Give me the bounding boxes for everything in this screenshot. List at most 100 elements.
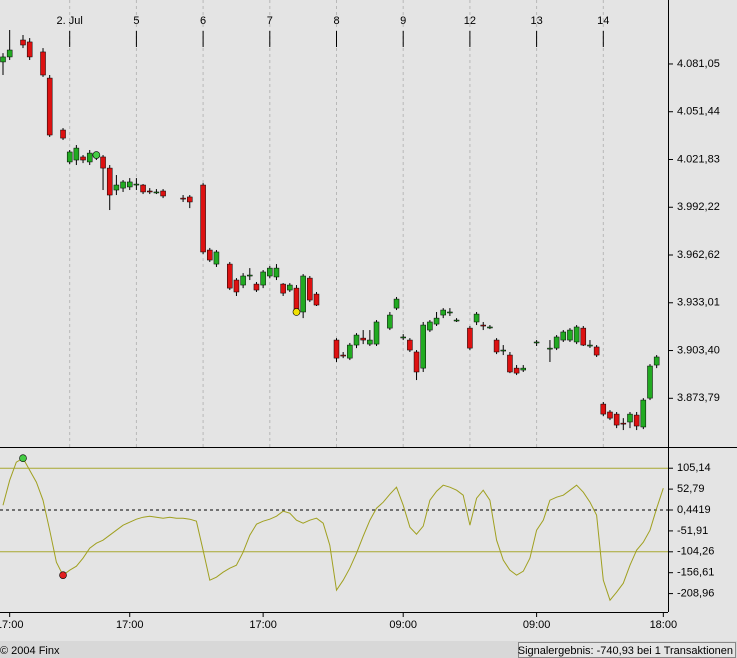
candle-body — [307, 277, 313, 301]
candle-body — [113, 184, 120, 191]
candle-body — [607, 411, 613, 419]
candle-body — [200, 184, 206, 253]
candle-body — [287, 284, 293, 291]
candle-body — [513, 367, 520, 374]
candle-body — [280, 283, 286, 294]
x-tick-label: 09:00 — [523, 619, 551, 631]
candle-body — [453, 319, 460, 322]
candle-body — [233, 279, 240, 293]
candle-body — [60, 129, 66, 139]
candle-body — [253, 283, 260, 291]
candle-body — [133, 183, 140, 186]
candle-body — [160, 190, 166, 197]
y-tick-label: 0,4419 — [677, 504, 711, 516]
y-tick-label: 3.873,79 — [677, 392, 720, 404]
y-tick-label: 4.051,44 — [677, 106, 720, 118]
candle-body — [247, 274, 253, 277]
candle-body — [393, 298, 400, 309]
candle-body — [273, 267, 280, 278]
x-tick-label: 17:00 — [116, 619, 144, 631]
candle-body — [440, 309, 446, 316]
candle-body — [627, 413, 633, 423]
candle-body — [120, 181, 126, 189]
candle-body — [500, 349, 506, 352]
candle-body — [126, 181, 133, 188]
candle-body — [447, 311, 453, 314]
candle-body — [26, 41, 33, 58]
x-tick-label: 9 — [400, 15, 406, 27]
x-tick-label: 13 — [530, 15, 542, 27]
candle-body — [373, 321, 380, 345]
y-tick-label: 3.903,40 — [677, 344, 720, 356]
y-tick-label: -208,96 — [677, 587, 714, 599]
candle-body — [493, 339, 500, 353]
candle-body — [613, 413, 620, 426]
x-tick-label: 6 — [200, 15, 206, 27]
candle-body — [187, 196, 193, 203]
candle-body — [427, 321, 433, 331]
candle-body — [340, 354, 346, 357]
candle-body — [207, 249, 213, 261]
candle-body — [267, 267, 273, 277]
candle-body — [300, 275, 306, 313]
candle-body — [46, 77, 53, 136]
candle-body — [227, 263, 233, 289]
candle-body — [260, 271, 266, 286]
candle-body — [6, 49, 13, 58]
candle-body — [420, 324, 426, 369]
candle-body — [153, 191, 160, 194]
candle-body — [106, 167, 113, 196]
x-tick-label: 09:00 — [389, 619, 417, 631]
candle-body — [487, 326, 493, 329]
candle-body — [180, 197, 186, 200]
candle-body — [400, 336, 406, 339]
oscillator-line — [2, 457, 664, 602]
candle-body — [467, 327, 473, 349]
candle-body — [367, 339, 373, 345]
candle-body — [653, 356, 660, 366]
candle-body — [480, 324, 486, 327]
candle-body — [473, 313, 480, 323]
candle-body — [580, 327, 587, 346]
candle-body — [213, 251, 220, 265]
candle-body — [66, 151, 73, 163]
signal-marker — [19, 454, 27, 462]
x-tick-label: 18:00 — [650, 619, 678, 631]
candle-body — [587, 344, 593, 347]
y-tick-label: 3.962,62 — [677, 249, 720, 261]
candle-body — [347, 344, 353, 359]
copyright: © 2004 Finx — [0, 645, 60, 657]
y-tick-label: -104,26 — [677, 546, 714, 558]
candle-body — [146, 190, 153, 193]
candle-body — [553, 336, 560, 349]
result-text: Signalergebnis: -740,93 bei 1 Transaktio… — [518, 645, 733, 657]
candle-body — [40, 51, 46, 76]
candle-body — [0, 56, 6, 63]
candle-body — [633, 414, 640, 427]
y-tick-label: -156,61 — [677, 567, 714, 579]
y-tick-label: 3.933,01 — [677, 297, 720, 309]
candle-body — [567, 329, 573, 341]
y-tick-label: 4.081,05 — [677, 58, 720, 70]
x-tick-label: 17:00 — [0, 619, 23, 631]
candle-body — [360, 337, 366, 341]
candle-body — [573, 326, 580, 343]
y-tick-label: -51,91 — [677, 525, 708, 537]
candle-body — [86, 152, 93, 163]
x-tick-label: 2. Jul — [57, 15, 83, 27]
candle-body — [353, 334, 360, 346]
x-tick-label: 7 — [267, 15, 273, 27]
y-tick-label: 105,14 — [677, 462, 711, 474]
x-tick-label: 17:00 — [249, 619, 277, 631]
candle-body — [140, 184, 146, 193]
candle-body — [433, 317, 440, 325]
candle-body — [240, 275, 246, 286]
candle-body — [600, 403, 607, 415]
signal-marker — [59, 571, 67, 579]
y-tick-label: 4.021,83 — [677, 153, 720, 165]
candle-body — [520, 367, 527, 371]
candle-body — [593, 346, 600, 356]
candle-body — [20, 39, 26, 46]
